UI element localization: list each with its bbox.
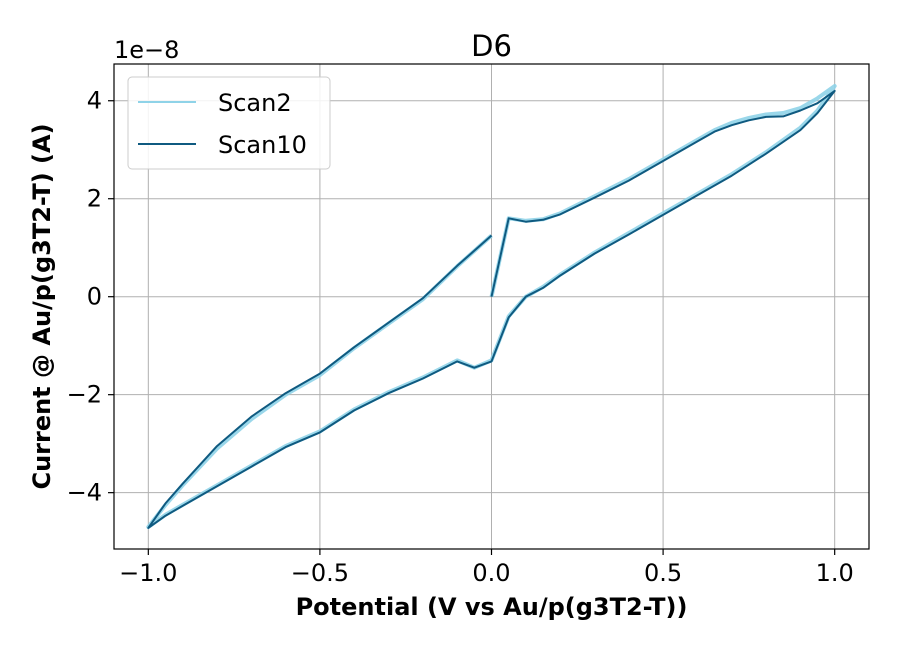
legend-label-scan2: Scan2 bbox=[218, 89, 292, 117]
x-tick-label: 1.0 bbox=[816, 559, 854, 587]
y-axis-label: Current @ Au/p(g3T2-T) (A) bbox=[28, 123, 56, 489]
y-tick-label: 0 bbox=[87, 283, 102, 311]
y-tick-label: −2 bbox=[67, 381, 102, 409]
series-line-scan10 bbox=[147, 89, 836, 529]
x-axis-label: Potential (V vs Au/p(g3T2-T)) bbox=[296, 593, 688, 621]
legend-box bbox=[127, 76, 331, 170]
x-tick-label: 0.0 bbox=[472, 559, 510, 587]
series-layer bbox=[146, 84, 837, 529]
y-tick-label: 2 bbox=[87, 185, 102, 213]
y-tick-label: −4 bbox=[67, 479, 102, 507]
y-tick-label: 4 bbox=[87, 87, 102, 115]
legend-label-scan10: Scan10 bbox=[218, 131, 307, 159]
legend: Scan2 Scan10 bbox=[127, 76, 331, 170]
y-offset-label: 1e−8 bbox=[114, 36, 179, 64]
x-tick-label: −0.5 bbox=[291, 559, 349, 587]
chart-title: D6 bbox=[471, 29, 512, 63]
y-axis-ticks: −4 −2 0 2 4 bbox=[67, 87, 114, 507]
x-tick-label: −1.0 bbox=[119, 559, 177, 587]
x-axis-ticks: −1.0 −0.5 0.0 0.5 1.0 bbox=[119, 549, 854, 587]
x-tick-label: 0.5 bbox=[644, 559, 682, 587]
